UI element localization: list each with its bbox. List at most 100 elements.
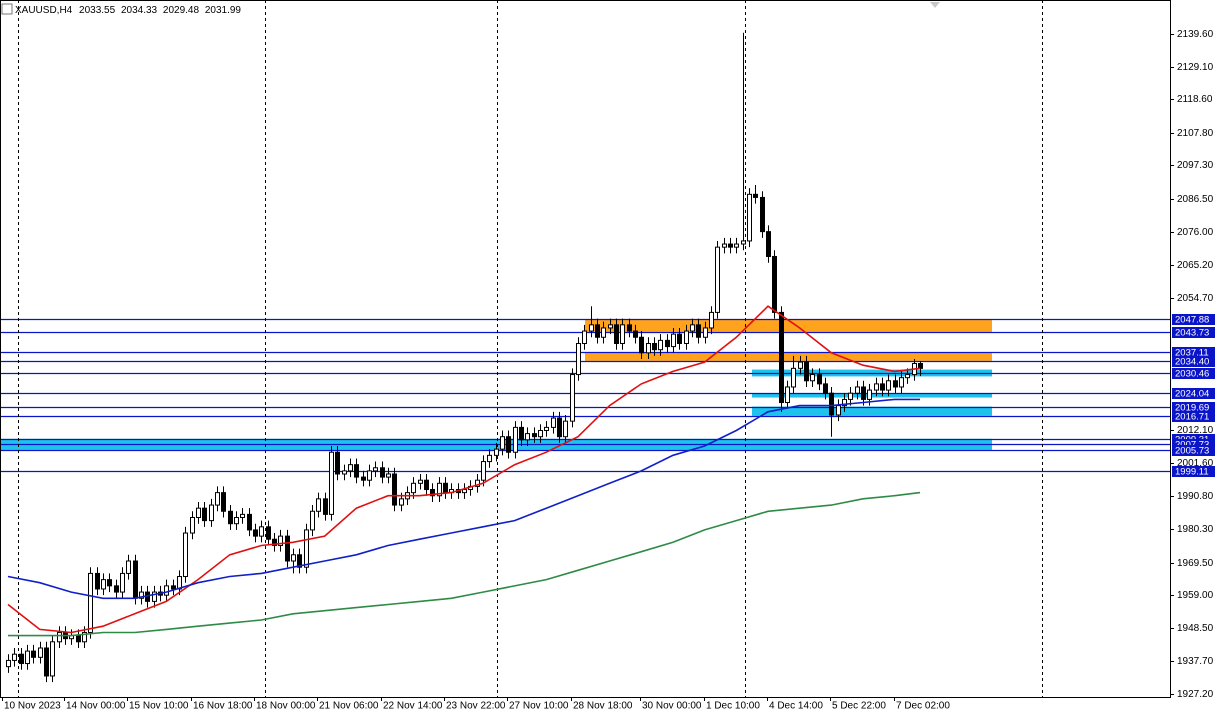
candle-body (747, 193, 752, 242)
y-tick-label: 2129.10 (1177, 62, 1214, 73)
y-tick-label: 2139.60 (1177, 29, 1214, 40)
candle-body (779, 311, 784, 404)
candle-body (893, 380, 898, 388)
candle-body (101, 579, 106, 590)
candle-body (804, 361, 809, 382)
candle-body (126, 560, 131, 574)
candle-body (494, 448, 499, 456)
candle-body (690, 324, 695, 332)
candle-body (399, 498, 404, 506)
y-tick-label: 1927.20 (1177, 689, 1214, 700)
zone (585, 352, 992, 361)
candle-body (183, 532, 188, 578)
candle-body (234, 516, 239, 525)
candle-body (411, 482, 416, 494)
candle-body (335, 451, 340, 475)
candle-body (475, 479, 480, 487)
candle-body (753, 193, 758, 198)
candle-body (329, 451, 334, 515)
y-tick-label: 2076.00 (1177, 227, 1214, 238)
candle-body (107, 579, 112, 587)
candle-body (361, 476, 366, 481)
moving-average (8, 491, 921, 637)
level-label-box (1172, 327, 1215, 338)
candle-body (266, 526, 271, 540)
candle-body (418, 479, 423, 484)
x-tick-label: 7 Dec 02:00 (896, 701, 950, 712)
level-label: 2047.88 (1175, 315, 1209, 326)
moving-averages (7, 305, 921, 637)
x-tick-label: 21 Nov 06:00 (319, 701, 379, 712)
candle-body (880, 383, 885, 391)
level-label-box (1172, 388, 1215, 399)
candle-body (196, 507, 201, 518)
candle-body (171, 585, 176, 590)
x-tick-label: 4 Dec 14:00 (769, 701, 823, 712)
candle-body (741, 240, 746, 245)
candle-body (12, 653, 17, 661)
x-tick-label: 10 Nov 2023 (4, 701, 61, 712)
candle-body (905, 374, 910, 379)
candle-body (601, 327, 606, 338)
candle-body (481, 461, 486, 481)
candle-body (627, 324, 632, 332)
candle-body (272, 538, 277, 546)
level-label-box (1172, 411, 1215, 422)
level-label: 1999.11 (1175, 467, 1209, 478)
candle-body (310, 510, 315, 531)
candle-body (823, 383, 828, 394)
candle-body (247, 513, 252, 531)
header-low: 2029.48 (163, 5, 200, 16)
candle-body (209, 504, 214, 522)
candle-body (285, 535, 290, 562)
level-label: 2016.71 (1175, 412, 1209, 423)
y-tick-label: 1937.70 (1177, 656, 1214, 667)
candle-body (703, 327, 708, 338)
symbol: XAUUSD,H4 (15, 5, 73, 16)
candle-body (728, 243, 733, 248)
candle-body (620, 324, 625, 344)
candle-body (6, 659, 11, 668)
candle-body (316, 498, 321, 512)
candle-body (437, 482, 442, 497)
x-tick-label: 30 Nov 00:00 (642, 701, 702, 712)
y-tick-label: 1980.30 (1177, 524, 1214, 535)
candle-body (722, 243, 727, 248)
x-tick-label: 22 Nov 14:00 (383, 701, 443, 712)
level-label-box (1172, 445, 1215, 456)
candle-body (785, 386, 790, 404)
candle-body (525, 433, 530, 441)
shift-marker (930, 2, 940, 8)
level-label-box (1172, 368, 1215, 379)
candle-body (855, 386, 860, 394)
x-tick-label: 5 Dec 22:00 (832, 701, 886, 712)
candle-body (696, 324, 701, 338)
level-label: 2034.40 (1175, 357, 1209, 368)
x-tick-label: 27 Nov 10:00 (509, 701, 569, 712)
level-label: 2005.73 (1175, 446, 1209, 457)
candle-body (240, 513, 245, 518)
candle-body (424, 479, 429, 491)
candle-body (506, 436, 511, 453)
candle-body (513, 426, 518, 453)
candle-body (430, 489, 435, 497)
candle-body (367, 470, 372, 481)
header-icon (1, 3, 13, 15)
candle-body (152, 591, 157, 602)
candle-body (354, 464, 359, 478)
candle-body (817, 374, 822, 385)
candle-body (386, 473, 391, 478)
candle-body (772, 255, 777, 313)
candle-body (278, 535, 283, 546)
y-tick-label: 1948.50 (1177, 623, 1214, 634)
candle-body (665, 339, 670, 348)
candle-body (886, 380, 891, 391)
candle-body (614, 324, 619, 344)
candle-body (202, 507, 207, 522)
candle-body (842, 398, 847, 407)
header: XAUUSD,H4 2033.55 2034.33 2029.48 2031.9… (15, 5, 241, 16)
candle-body (551, 417, 556, 428)
candle-body (500, 436, 505, 450)
x-tick-label: 16 Nov 18:00 (193, 701, 253, 712)
